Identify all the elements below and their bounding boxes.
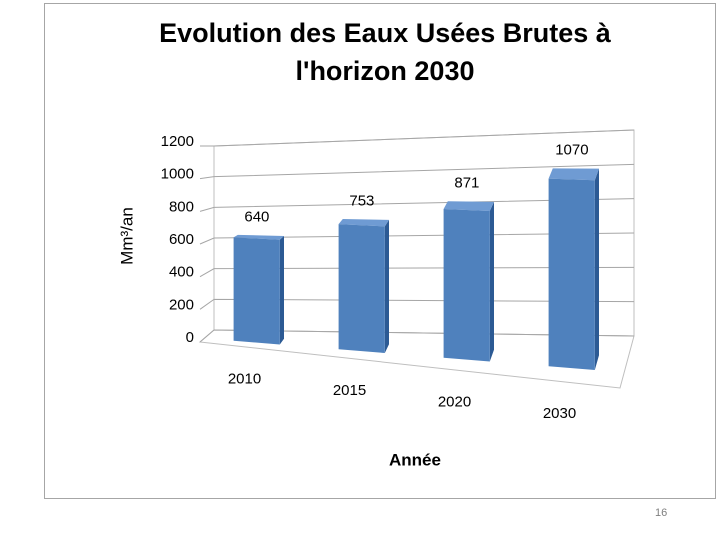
y-tick-label: 1200 [161,133,194,150]
x-tick-label: 2010 [228,371,261,388]
chart-title: Evolution des Eaux Usées Brutes à l'hori… [159,18,611,86]
x-tick-label: 2030 [543,405,576,422]
grid-line [199,163,635,180]
bar-side [384,219,389,354]
bar [443,209,490,362]
x-tick-label: 2020 [438,394,471,411]
y-tick-label: 800 [169,198,194,215]
y-tick-label: 200 [169,296,194,313]
bar-side [279,235,284,345]
value-label: 753 [349,192,374,209]
value-label: 640 [244,208,269,225]
x-axis-label: Année [389,450,441,469]
grid-line [200,129,635,147]
bar-top [443,201,494,212]
y-tick-label: 400 [169,264,194,281]
y-axis-label: Mm³/an [117,207,136,265]
x-tick-label: 2015 [333,382,366,399]
bar-side [594,168,599,371]
y-tick-label: 1000 [161,166,194,183]
value-label: 1070 [555,142,588,159]
bar-top [548,168,599,181]
bar [548,178,595,371]
y-tick-label: 0 [186,329,194,346]
bar-top [338,218,389,227]
value-label: 871 [454,175,479,192]
bar-side [489,201,494,362]
page-number: 16 [655,507,668,519]
bar [338,224,385,354]
bar-top [233,234,284,240]
bar [233,237,280,345]
grid-line [199,198,635,212]
slide-frame [44,3,716,499]
y-tick-label: 600 [169,231,194,248]
